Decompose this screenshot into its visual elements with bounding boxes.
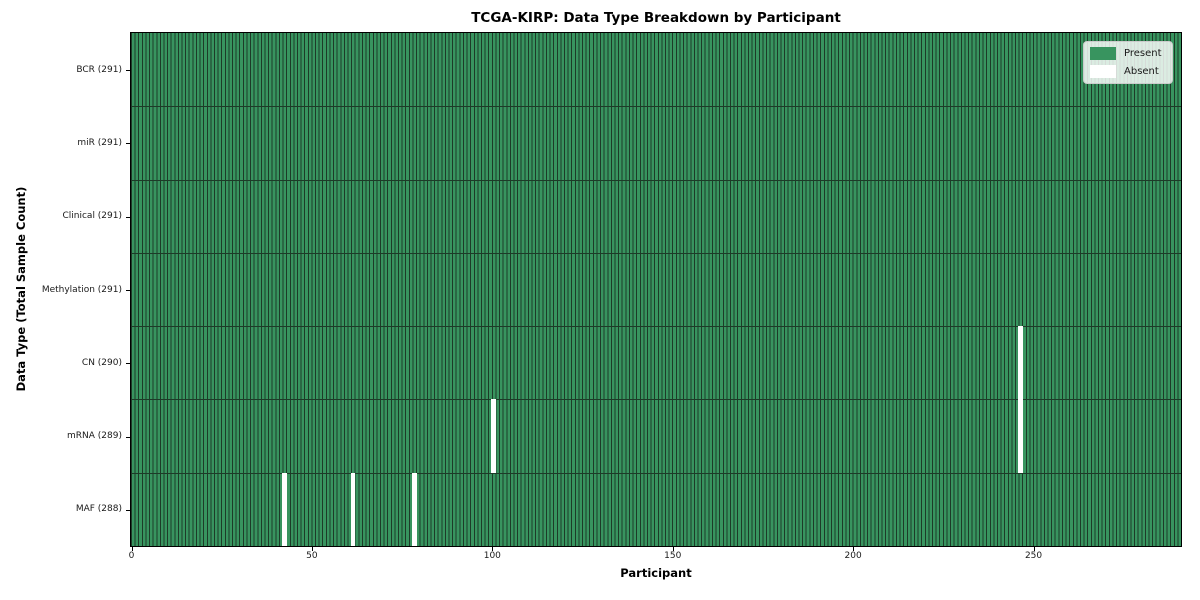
y-tick-label-MAF: MAF (288): [75, 504, 122, 515]
heatmap-row-mRNA: [131, 399, 1181, 473]
legend-entry-present: Present: [1090, 47, 1162, 60]
heatmap-row-Clinical: [131, 179, 1181, 253]
heatmap-row-Methylation: [131, 252, 1181, 327]
chart-title: TCGA-KIRP: Data Type Breakdown by Partic…: [471, 10, 841, 26]
heatmap-row-MAF: [131, 472, 1181, 546]
absent-cell-MAF-78: [411, 472, 417, 546]
x-tick-label-250: 250: [1024, 551, 1043, 561]
absent-cell-mRNA-100: [491, 399, 497, 473]
row-separator: [131, 179, 1181, 181]
x-tick-mark-250: [1033, 547, 1035, 551]
y-tick-label-CN: CN (290): [81, 357, 122, 368]
x-tick-mark-50: [311, 547, 313, 551]
plot-area: [130, 32, 1182, 547]
x-tick-mark-100: [492, 547, 494, 551]
y-tick-mark-mRNA: [126, 436, 130, 438]
heatmap-row-CN: [131, 326, 1181, 400]
row-separator: [131, 326, 1181, 328]
row-separator: [131, 399, 1181, 401]
y-tick-label-Methylation: Methylation (291): [41, 284, 122, 295]
absent-cell-CN-246: [1018, 326, 1023, 400]
x-tick-label-0: 0: [128, 551, 135, 561]
y-tick-label-BCR: BCR (291): [76, 64, 122, 75]
y-tick-mark-Clinical: [126, 216, 130, 218]
legend-swatch-present: [1090, 47, 1116, 60]
y-tick-label-mRNA: mRNA (289): [67, 431, 122, 442]
x-tick-mark-200: [853, 547, 855, 551]
row-separator: [131, 106, 1181, 108]
absent-cell-mRNA-246: [1018, 399, 1023, 473]
row-separator: [131, 252, 1181, 254]
absent-cell-MAF-42: [281, 472, 287, 546]
y-tick-mark-Methylation: [126, 290, 130, 291]
legend-label: Present: [1124, 48, 1162, 59]
x-tick-label-150: 150: [664, 551, 682, 561]
y-tick-label-miR: miR (291): [77, 137, 122, 148]
y-tick-mark-CN: [126, 363, 130, 365]
heatmap-row-miR: [131, 106, 1181, 180]
x-tick-label-50: 50: [306, 551, 318, 561]
legend-swatch-absent: [1090, 65, 1116, 78]
y-tick-mark-miR: [126, 143, 130, 145]
x-tick-mark-150: [672, 547, 674, 551]
x-tick-label-200: 200: [844, 551, 862, 561]
y-tick-mark-MAF: [126, 509, 130, 511]
x-tick-label-100: 100: [483, 551, 501, 561]
legend-entry-absent: Absent: [1090, 65, 1162, 78]
legend-label: Absent: [1124, 66, 1159, 77]
row-separator: [131, 472, 1181, 474]
y-tick-label-Clinical: Clinical (291): [62, 211, 122, 222]
x-axis-label: Participant: [620, 566, 692, 580]
absent-cell-MAF-61: [350, 472, 356, 546]
heatmap-row-BCR: [131, 33, 1181, 107]
legend: Present Absent: [1083, 41, 1173, 84]
x-tick-mark-0: [131, 547, 133, 551]
y-tick-mark-BCR: [126, 70, 130, 72]
